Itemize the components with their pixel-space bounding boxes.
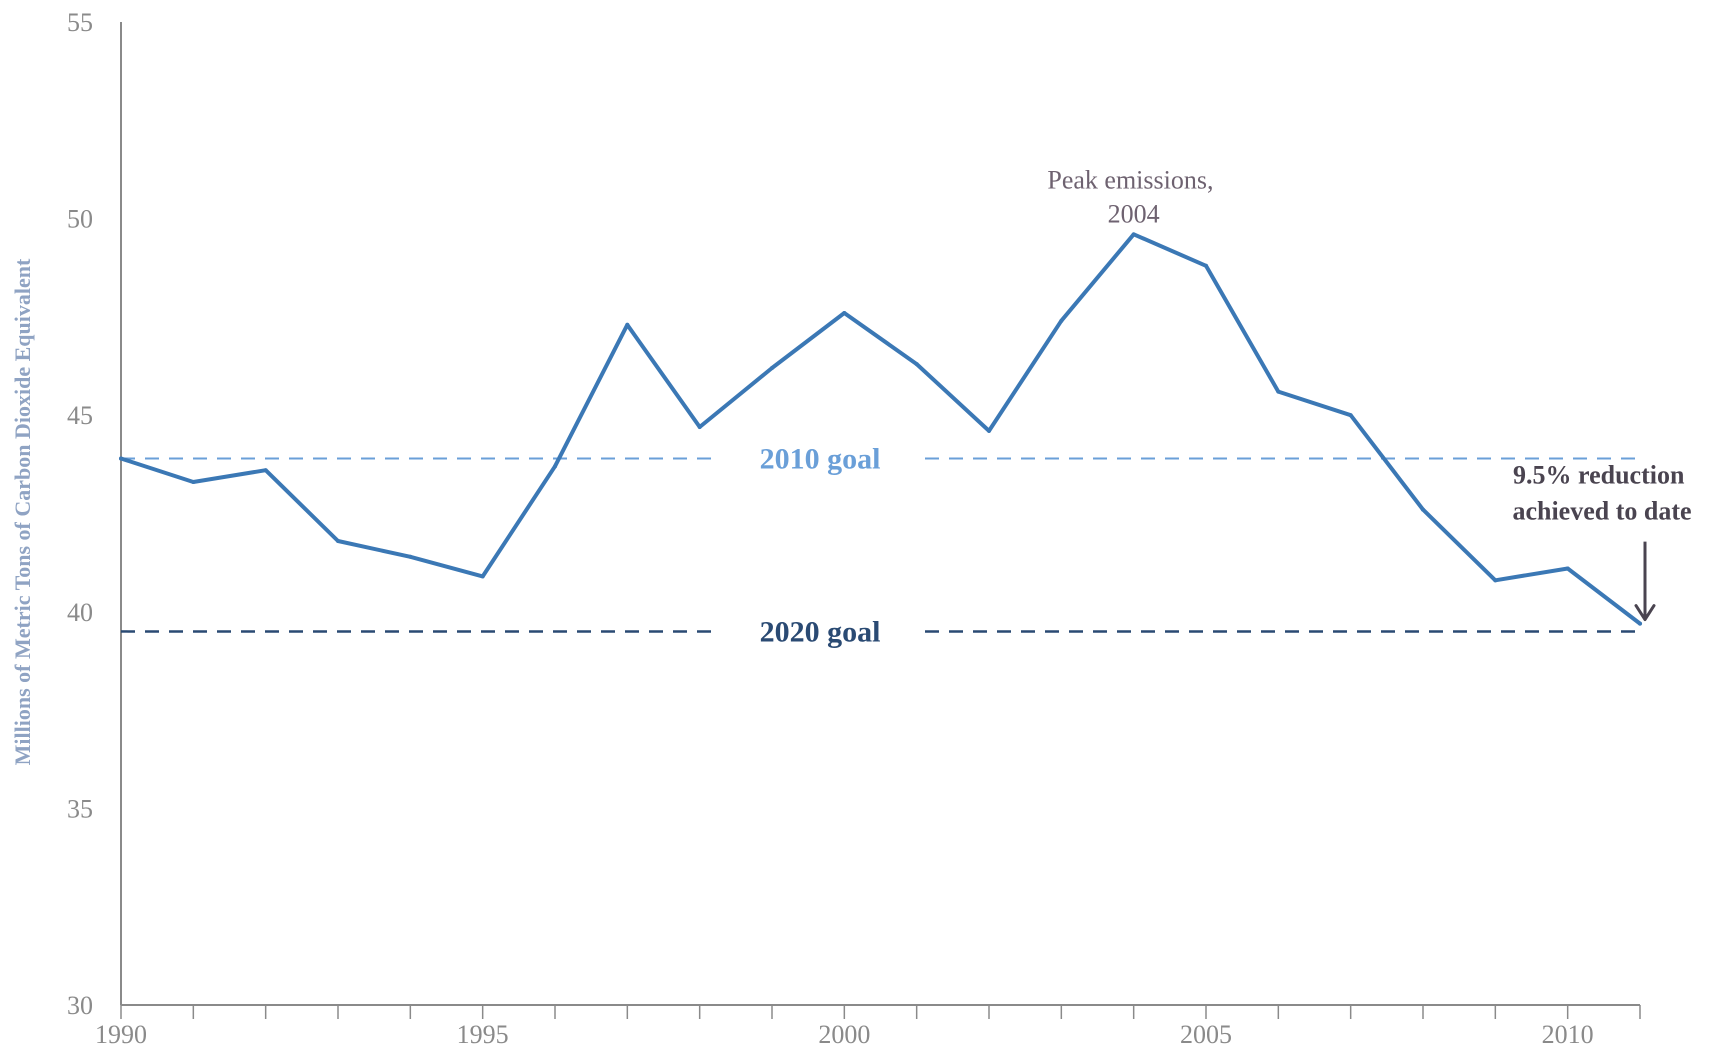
emissions-series-points [119,232,1642,626]
y-tick-label: 45 [67,401,93,430]
y-axis-ticks: 30 35 40 45 50 55 [67,8,93,1020]
data-point [1421,507,1425,512]
data-point [553,464,557,469]
data-point [1565,566,1570,571]
reduction-annotation-line-2: achieved to date [1512,497,1691,526]
data-point [191,480,196,485]
goal-2020-label: 2020 goal [760,615,881,648]
data-point [408,554,413,559]
data-point [697,424,702,429]
x-tick-label: 2005 [1180,1020,1232,1045]
peak-emissions-annotation: Peak emissions, 2004 [1047,165,1220,228]
y-tick-label: 35 [67,794,93,823]
data-point [914,362,919,367]
peak-annotation-line-1: Peak emissions, [1047,165,1213,194]
data-point [987,428,991,433]
reduction-annotation: 9.5% reduction achieved to date [1512,461,1691,526]
y-axis-label: Millions of Metric Tons of Carbon Dioxid… [10,258,35,765]
reduction-annotation-line-1: 9.5% reduction [1513,461,1685,490]
y-tick-label: 50 [67,205,93,234]
x-axis-ticks: 1990 1995 2000 2005 2010 [95,1005,1641,1045]
data-point [336,539,340,544]
data-point [1276,389,1281,394]
y-tick-label: 40 [67,598,93,627]
y-tick-label: 30 [67,991,93,1020]
data-point [1131,232,1136,237]
emissions-series-line [119,232,1642,626]
data-point [625,322,630,327]
data-point [119,456,123,461]
data-point [770,366,774,371]
x-tick-label: 2000 [818,1020,870,1045]
data-point [1638,621,1642,626]
goal-2010-label: 2010 goal [760,442,881,475]
y-tick-label: 55 [67,8,93,37]
data-point [1348,413,1353,418]
data-point [1493,578,1498,583]
data-point [263,468,268,473]
data-point [480,574,485,579]
x-tick-label: 1995 [457,1020,509,1045]
reduction-arrow-icon [1634,541,1656,622]
data-point [1059,318,1064,323]
data-point [842,310,847,315]
goal-lines: 2010 goal 2020 goal [121,442,1640,648]
x-tick-label: 1990 [95,1020,147,1045]
x-tick-label: 2010 [1542,1020,1594,1045]
data-point [1204,263,1208,268]
peak-annotation-line-2: 2004 [1108,199,1160,228]
